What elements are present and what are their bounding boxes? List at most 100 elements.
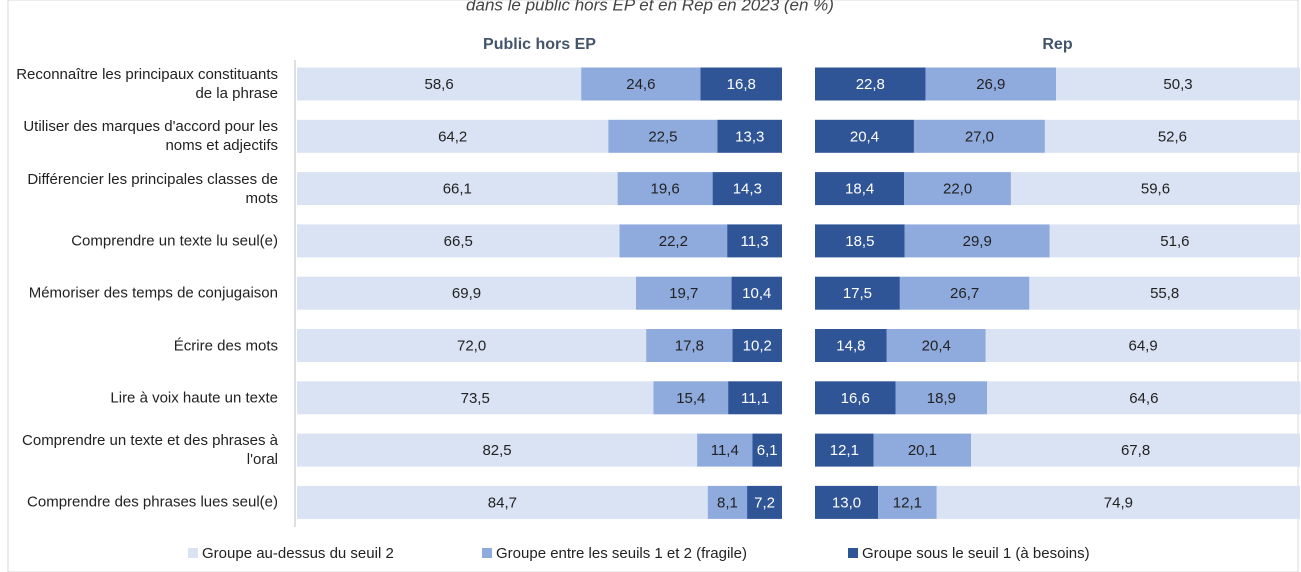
- value-label: 14,8: [836, 337, 865, 354]
- bar-segment: [878, 485, 937, 519]
- bar-segment: [886, 329, 986, 362]
- bar-segment: [1010, 172, 1300, 206]
- value-label: 20,1: [908, 442, 937, 459]
- value-label: 13,0: [832, 494, 861, 511]
- bar-segment: [1049, 224, 1300, 258]
- value-label: 10,4: [742, 285, 771, 302]
- value-label: 18,5: [845, 233, 874, 250]
- bar-segment: [873, 433, 972, 467]
- bar-segment: [297, 172, 618, 206]
- legend-swatch: [482, 548, 492, 558]
- value-label: 8,1: [717, 494, 738, 511]
- chart-title: dans le public hors EP et en Rep en 2023…: [466, 0, 834, 14]
- value-label: 82,5: [482, 442, 511, 459]
- value-label: 7,2: [754, 494, 775, 511]
- bar-segment: [815, 67, 926, 101]
- value-label: 12,1: [893, 494, 922, 511]
- category-label: Lire à voix haute un texte: [110, 389, 278, 407]
- bar-segment: [653, 381, 729, 415]
- legend-swatch: [848, 548, 858, 558]
- bar-segment: [732, 329, 782, 362]
- value-label: 14,3: [733, 181, 762, 198]
- bar-segment: [815, 329, 887, 362]
- value-label: 74,9: [1104, 494, 1133, 511]
- bar-segment: [712, 172, 782, 206]
- value-label: 17,8: [675, 337, 704, 354]
- value-label: 27,0: [965, 128, 994, 145]
- value-label: 12,1: [830, 442, 859, 459]
- value-label: 72,0: [457, 337, 486, 354]
- bar-segment: [815, 172, 905, 206]
- panel-title: Public hors EP: [483, 36, 596, 53]
- bar-segment: [297, 276, 637, 310]
- value-label: 22,5: [648, 128, 677, 145]
- bar-segment: [619, 224, 728, 258]
- legend-label: Groupe entre les seuils 1 et 2 (fragile): [496, 545, 747, 562]
- value-label: 22,2: [659, 233, 688, 250]
- bar-segment: [636, 276, 732, 310]
- bar-segment: [646, 329, 733, 362]
- bar-segment: [815, 224, 905, 258]
- bar-segment: [987, 381, 1301, 415]
- bar-segment: [752, 433, 782, 467]
- bar-segment: [717, 119, 782, 153]
- value-label: 55,8: [1150, 285, 1179, 302]
- panel-title: Rep: [1042, 36, 1072, 53]
- value-label: 22,8: [856, 76, 885, 93]
- value-label: 11,4: [711, 442, 739, 459]
- legend-label: Groupe sous le seuil 1 (à besoins): [862, 545, 1090, 562]
- value-label: 19,6: [651, 181, 680, 198]
- category-label: Utiliser des marques d'accord pour les n…: [23, 118, 278, 155]
- bar-segment: [617, 172, 713, 206]
- value-label: 16,8: [727, 76, 756, 93]
- bar-segment: [581, 67, 701, 101]
- value-label: 16,6: [841, 390, 870, 407]
- legend-swatch: [188, 548, 198, 558]
- bar-segment: [904, 224, 1050, 258]
- bar-segment: [1056, 67, 1300, 101]
- bar-segment: [697, 433, 753, 467]
- category-label: Différencier les principales classes de …: [27, 170, 278, 207]
- value-label: 22,0: [943, 181, 972, 198]
- bar-segment: [707, 485, 748, 519]
- value-label: 84,7: [488, 494, 517, 511]
- value-label: 26,9: [976, 76, 1005, 93]
- bar-segment: [1044, 119, 1300, 153]
- bar-segment: [297, 67, 582, 101]
- value-label: 18,4: [845, 181, 874, 198]
- value-label: 73,5: [461, 390, 490, 407]
- bar-segment: [985, 329, 1301, 362]
- value-label: 13,3: [735, 128, 764, 145]
- category-label: Comprendre des phrases lues seul(e): [27, 493, 278, 511]
- value-label: 19,7: [669, 285, 698, 302]
- bar-segment: [913, 119, 1045, 153]
- value-label: 58,6: [425, 76, 454, 93]
- bar-segment: [297, 485, 708, 519]
- category-label: Comprendre un texte lu seul(e): [71, 232, 278, 250]
- bar-segment: [815, 119, 914, 153]
- value-label: 66,1: [443, 181, 472, 198]
- value-label: 64,2: [438, 128, 467, 145]
- bar-segment: [1029, 276, 1300, 310]
- value-label: 26,7: [950, 285, 979, 302]
- value-label: 29,9: [963, 233, 992, 250]
- bar-segment: [747, 485, 782, 519]
- value-label: 20,4: [922, 337, 951, 354]
- bar-segment: [904, 172, 1011, 206]
- bar-segment: [971, 433, 1300, 467]
- bar-segment: [925, 67, 1057, 101]
- bar-segment: [608, 119, 718, 153]
- value-label: 10,2: [743, 337, 772, 354]
- bar-segment: [728, 381, 782, 415]
- value-label: 52,6: [1158, 128, 1187, 145]
- bar-segment: [700, 67, 782, 101]
- bar-segment: [297, 381, 654, 415]
- value-label: 20,4: [850, 128, 879, 145]
- category-label: Reconnaître les principaux constituants …: [16, 66, 278, 102]
- value-label: 15,4: [676, 390, 705, 407]
- bar-segment: [731, 276, 782, 310]
- bar-segment: [297, 224, 620, 258]
- value-label: 11,3: [741, 233, 769, 250]
